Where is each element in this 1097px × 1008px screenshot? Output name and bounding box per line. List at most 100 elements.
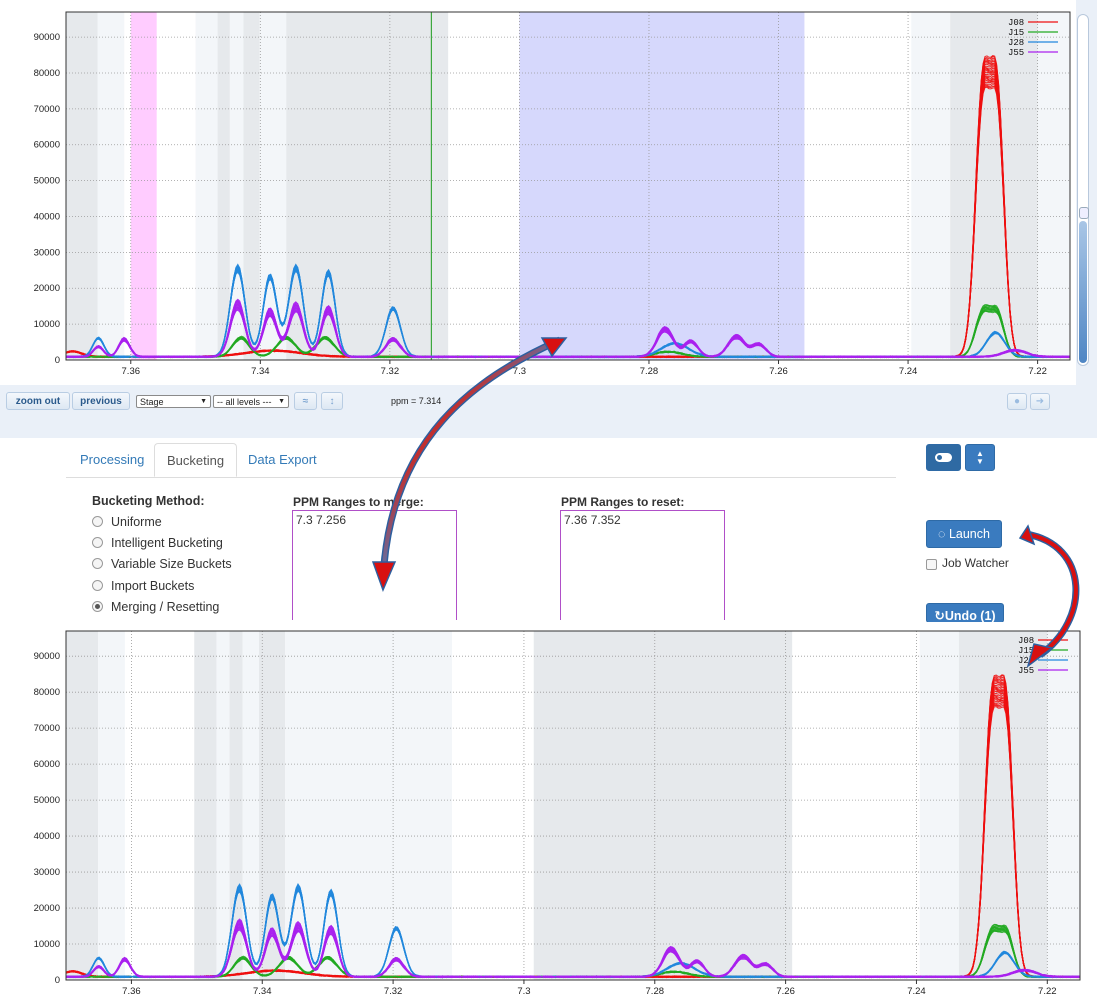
reset-ranges-textarea[interactable]: 7.36 7.352 [560,510,725,620]
bucket-band [285,631,452,980]
x-tick-label: 7.26 [776,986,795,997]
sort-arrows-icon: ▲ ▼ [976,449,984,466]
x-tick-label: 7.34 [253,986,272,997]
tab-processing[interactable]: Processing [80,452,145,467]
undo-icon: ↻ [934,609,945,623]
y-tick-label: 70000 [34,723,60,734]
radio-indicator-selected[interactable] [92,601,103,612]
y-tick-label: 50000 [34,176,60,187]
x-tick-label: 7.22 [1038,986,1057,997]
merge-ranges-label: PPM Ranges to merge: [293,495,424,509]
tabs-baseline [66,477,896,478]
x-tick-label: 7.24 [907,986,926,997]
merge-ranges-textarea[interactable]: 7.3 7.256 [292,510,457,620]
x-tick-label: 7.3 [517,986,530,997]
merge-curved-arrow [371,336,568,593]
ppm-readout: ppm = 7.314 [391,396,442,406]
y-tick-label: 30000 [34,247,60,258]
chart-scrollbar-fill [1079,221,1087,363]
tab-data-export[interactable]: Data Export [248,452,317,467]
y-tick-label: 20000 [34,283,60,294]
y-tick-label: 20000 [34,903,60,914]
y-tick-label: 40000 [34,211,60,222]
undo-button[interactable]: ↻Undo (1) [926,603,1004,623]
legend-label: J55 [1008,48,1024,58]
radio-indicator[interactable] [92,558,103,569]
x-tick-label: 7.24 [899,366,918,377]
x-tick-label: 7.34 [251,366,270,377]
top-spectrum-chart[interactable]: 7.36 7.34 7.32 7.3 7.28 7.26 7.24 7.22 0 10000 200… [0,0,1076,385]
y-tick-label: 70000 [34,104,60,115]
y-tick-label: 80000 [34,68,60,79]
chart-scrollbar-thumb[interactable] [1079,207,1089,219]
y-tick-label: 0 [55,975,60,986]
radio-variable-size-buckets[interactable]: Variable Size Buckets [92,554,232,574]
bucket-band [1047,631,1080,980]
bucket-band [216,631,230,980]
launch-curved-arrow [1018,524,1080,668]
zoom-out-button[interactable]: zoom out [6,392,70,410]
x-tick-label: 7.36 [122,366,141,377]
x-tick-label: 7.36 [122,986,141,997]
bucket-band [242,631,259,980]
reset-range-band [130,12,157,360]
y-tick-label: 10000 [34,939,60,950]
spectrum-line-j55 [65,298,1071,359]
bucket-band [286,12,432,360]
radio-label: Import Buckets [111,579,195,593]
radio-indicator[interactable] [92,537,103,548]
y-tick-label: 60000 [34,759,60,770]
tab-bucketing[interactable]: Bucketing [154,443,238,477]
merge-range-band [519,12,805,360]
next-circle-button[interactable]: ➜ [1030,393,1050,410]
spectrum-line-j55 [65,918,1081,979]
y-tick-label: 30000 [34,867,60,878]
x-tick-label: 7.32 [384,986,403,997]
zoom-in-circle-button[interactable]: ● [1007,393,1027,410]
launch-button[interactable]: ◌ Launch [926,520,1002,548]
previous-button[interactable]: previous [72,392,130,410]
radio-import-buckets[interactable]: Import Buckets [92,576,194,596]
bucket-band [217,12,230,360]
radio-label: Uniforme [111,515,162,529]
stage-select[interactable]: Stage ▼ [136,395,211,408]
job-watcher-checkbox[interactable] [926,559,937,570]
dropdown-arrow-icon: ▼ [200,398,207,405]
bucket-band [98,631,125,980]
levels-select[interactable]: -- all levels --- ▼ [213,395,289,408]
bucket-band [1037,12,1070,360]
bucket-band [194,631,217,980]
radio-indicator[interactable] [92,516,103,527]
y-tick-label: 90000 [34,651,60,662]
legend-label: J15 [1018,646,1034,656]
bucket-band [66,12,98,360]
y-tick-label: 90000 [34,32,60,43]
plot-frame [65,11,1071,361]
stage-select-value: Stage [140,397,164,407]
radio-merging-resetting[interactable]: Merging / Resetting [92,597,219,617]
legend-label: J28 [1018,656,1034,666]
radio-intelligent-bucketing[interactable]: Intelligent Bucketing [92,533,223,553]
toggle-view-button[interactable] [926,444,961,471]
bucket-band [919,631,959,980]
radio-uniforme[interactable]: Uniforme [92,512,162,532]
x-tick-label: 7.22 [1028,366,1047,377]
radio-label: Variable Size Buckets [111,557,232,571]
sort-button[interactable]: ▲ ▼ [965,444,995,471]
x-tick-label: 7.32 [381,366,400,377]
y-tick-label: 0 [55,355,60,366]
levels-select-value: -- all levels --- [217,397,272,407]
bucket-band [243,12,260,360]
bucket-band [66,631,99,980]
vertical-scale-button[interactable]: ↕ [321,392,343,410]
radio-indicator[interactable] [92,580,103,591]
wave-toggle-button[interactable]: ≈ [294,392,317,410]
bucket-band [911,12,951,360]
merged-bucket-band [533,631,793,980]
legend-label: J08 [1008,18,1024,28]
bottom-spectrum-chart: 7.36 7.34 7.32 7.3 7.28 7.26 7.24 7.22 0 10000 200… [0,622,1097,1008]
x-tick-label: 7.28 [640,366,659,377]
chart-scrollbar[interactable] [1077,14,1089,366]
dropdown-arrow-icon: ▼ [278,398,285,405]
